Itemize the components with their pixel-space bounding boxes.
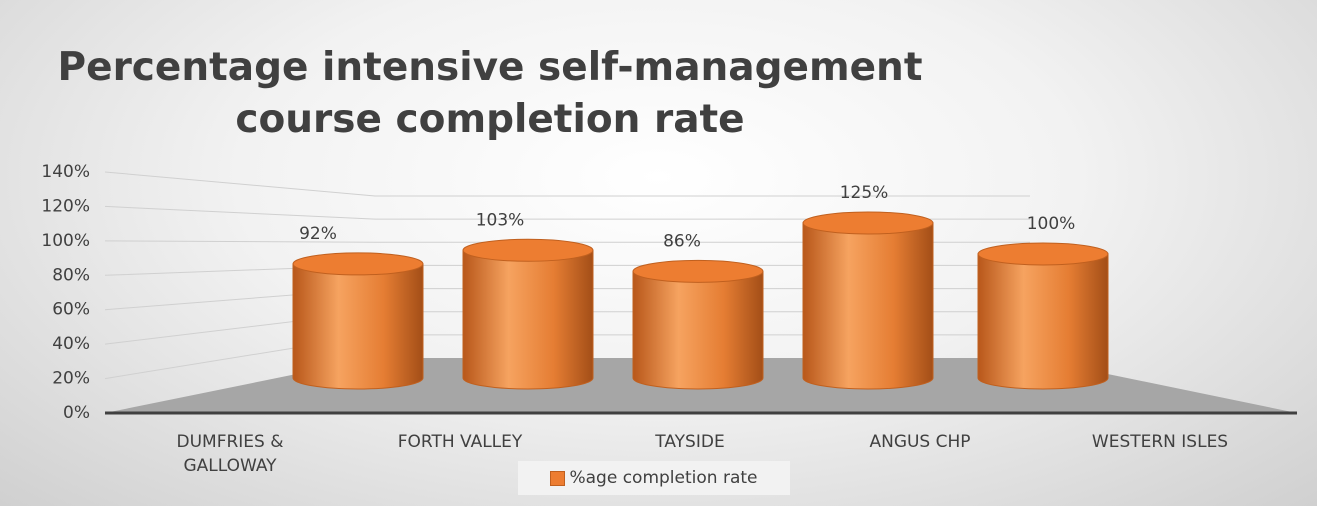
y-tick-label: 100%: [41, 231, 90, 251]
value-label: 100%: [1027, 214, 1076, 234]
cylinder-top: [632, 259, 764, 283]
x-tick-label: DUMFRIES & GALLOWAY: [176, 432, 284, 476]
y-tick-label: 120%: [41, 196, 90, 216]
cylinder-body: [802, 222, 934, 390]
legend-swatch: [550, 470, 566, 486]
legend-label: %age completion rate: [569, 468, 758, 488]
x-tick-label: TAYSIDE: [655, 432, 725, 452]
cylinder-body: [632, 270, 764, 390]
value-label: 125%: [840, 183, 889, 203]
x-tick-label: FORTH VALLEY: [397, 432, 523, 452]
x-tick-label: WESTERN ISLES: [1091, 432, 1229, 452]
legend: %age completion rate: [518, 461, 790, 495]
x-tick-label: ANGUS CHP: [869, 432, 971, 452]
y-tick-label: 40%: [52, 334, 90, 354]
cylinder-body: [977, 253, 1109, 390]
cylinder-top: [462, 238, 594, 262]
y-tick-label: 80%: [52, 265, 90, 285]
y-tick-label: 60%: [52, 300, 90, 320]
cylinder-top: [802, 211, 934, 235]
cylinder-body: [292, 263, 424, 390]
y-tick-label: 0%: [63, 403, 90, 423]
grid-line: [104, 171, 1030, 197]
y-tick-label: 20%: [52, 369, 90, 389]
cylinder-body: [462, 249, 594, 390]
y-tick-label: 140%: [41, 162, 90, 182]
value-label: 86%: [663, 231, 701, 251]
chart-title: Percentage intensive self-management cou…: [57, 45, 923, 142]
value-label: 92%: [299, 224, 337, 244]
cylinder-top: [977, 242, 1109, 266]
cylinder-top: [292, 252, 424, 276]
value-label: 103%: [476, 210, 525, 230]
